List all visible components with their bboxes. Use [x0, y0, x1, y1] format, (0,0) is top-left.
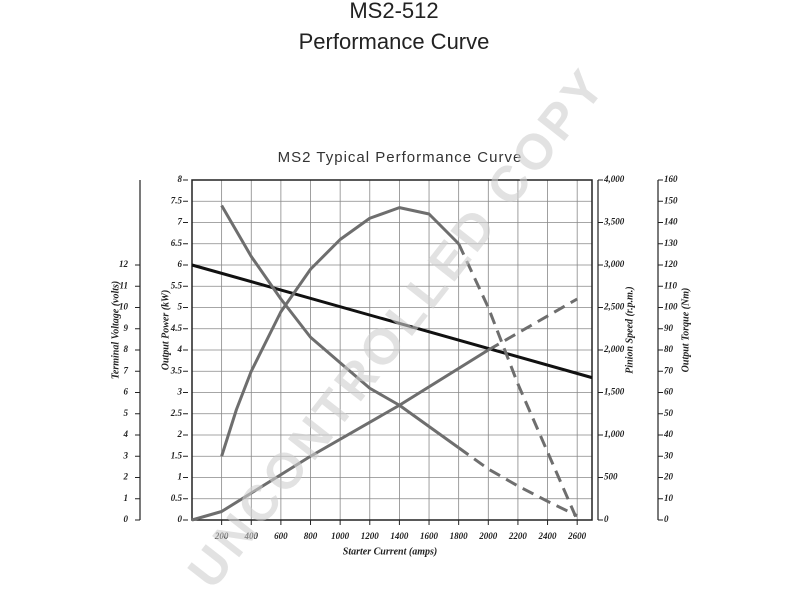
y-tick-label: 6 [124, 387, 129, 397]
y-tick-label: 40 [663, 429, 674, 439]
y-tick-label: 80 [664, 344, 674, 354]
x-tick-label: 1800 [450, 531, 469, 541]
y-tick-label: 60 [664, 387, 674, 397]
y-tick-label: 3 [177, 387, 183, 397]
y-tick-label: 150 [664, 195, 678, 205]
y-tick-label: 1,500 [604, 387, 625, 397]
series-line [487, 297, 578, 352]
y-tick-label: 6 [178, 259, 183, 269]
y-axis-label: Terminal Voltage (volts) [110, 281, 121, 380]
y-axis-label: Output Torque (Nm) [680, 288, 691, 373]
y-tick-label: 7 [178, 217, 183, 227]
y-tick-label: 5.5 [171, 280, 183, 290]
series-line [191, 263, 593, 380]
y-tick-label: 11 [119, 280, 128, 290]
y-tick-label: 1 [178, 472, 183, 482]
x-tick-label: 1200 [361, 531, 380, 541]
y-tick-label: 70 [664, 365, 674, 375]
y-tick-label: 4.5 [170, 323, 183, 333]
y-tick-label: 5 [178, 302, 183, 312]
y-tick-label: 2,500 [603, 302, 625, 312]
y-tick-label: 3,500 [603, 217, 625, 227]
y-tick-label: 50 [664, 408, 674, 418]
y-tick-label: 3,000 [603, 259, 625, 269]
series-line [191, 348, 490, 522]
y-tick-label: 1.5 [171, 450, 183, 460]
x-tick-label: 800 [304, 531, 318, 541]
series-line [457, 243, 579, 521]
y-tick-label: 1,000 [604, 429, 625, 439]
y-tick-label: 0 [178, 514, 183, 524]
y-tick-label: 20 [663, 472, 674, 482]
x-tick-label: 1000 [331, 531, 350, 541]
x-tick-label: 2200 [508, 531, 528, 541]
y-tick-label: 0 [124, 514, 129, 524]
y-tick-label: 2.5 [170, 408, 183, 418]
y-tick-label: 110 [664, 280, 678, 290]
y-axis-label: Pinion Speed (r.p.m.) [624, 286, 635, 374]
x-tick-label: 2600 [567, 531, 587, 541]
y-tick-label: 0 [604, 514, 609, 524]
y-tick-label: 120 [664, 259, 678, 269]
y-tick-label: 4 [177, 344, 183, 354]
y-tick-label: 4 [123, 429, 129, 439]
y-tick-label: 12 [119, 259, 129, 269]
y-tick-label: 140 [664, 217, 678, 227]
y-tick-label: 2,000 [603, 344, 625, 354]
page-title: MS2-512 [349, 0, 438, 23]
y-tick-label: 130 [664, 238, 678, 248]
series [191, 204, 593, 522]
y-tick-label: 500 [604, 472, 618, 482]
x-tick-label: 1600 [420, 531, 439, 541]
y-tick-label: 3 [123, 450, 129, 460]
y-tick-label: 8 [124, 344, 129, 354]
y-tick-label: 30 [663, 450, 674, 460]
chart-title: MS2 Typical Performance Curve [278, 149, 523, 166]
series-line [457, 446, 578, 518]
y-tick-label: 0 [664, 514, 669, 524]
y-tick-label: 9 [124, 323, 129, 333]
x-tick-label: 1400 [390, 531, 409, 541]
y-tick-label: 5 [124, 408, 129, 418]
x-tick-label: 400 [244, 531, 259, 541]
plot-frame [191, 179, 593, 521]
y-tick-label: 2 [123, 472, 129, 482]
y-tick-label: 90 [664, 323, 674, 333]
x-tick-label: 600 [274, 531, 288, 541]
y-tick-label: 10 [119, 302, 129, 312]
y-tick-label: 4,000 [603, 174, 625, 184]
y-tick-label: 0.5 [171, 493, 183, 503]
watermark: UNCONTROLLED COPY [177, 57, 617, 598]
x-tick-label: 2400 [538, 531, 558, 541]
y-tick-label: 7.5 [171, 195, 183, 205]
y-tick-label: 10 [664, 493, 674, 503]
y-tick-label: 8 [178, 174, 183, 184]
x-axis-label: Starter Current (amps) [343, 546, 437, 557]
series-line [220, 206, 460, 457]
series-line [220, 204, 460, 449]
x-tick-label: 200 [214, 531, 229, 541]
y-tick-label: 7 [124, 365, 129, 375]
y-tick-label: 160 [664, 174, 678, 184]
y-axis-label: Output Power (kW) [160, 290, 171, 371]
y-tick-label: 3.5 [170, 365, 183, 375]
x-tick-label: 2000 [478, 531, 498, 541]
y-tick-label: 2 [177, 429, 183, 439]
y-tick-label: 100 [664, 302, 678, 312]
axes: 200 400 600 800 1000 1200 1400 1600 1800 2000 2200… [110, 174, 691, 541]
y-tick-label: 6.5 [171, 238, 183, 248]
y-tick-label: 1 [124, 493, 129, 503]
page-subtitle: Performance Curve [299, 29, 490, 54]
